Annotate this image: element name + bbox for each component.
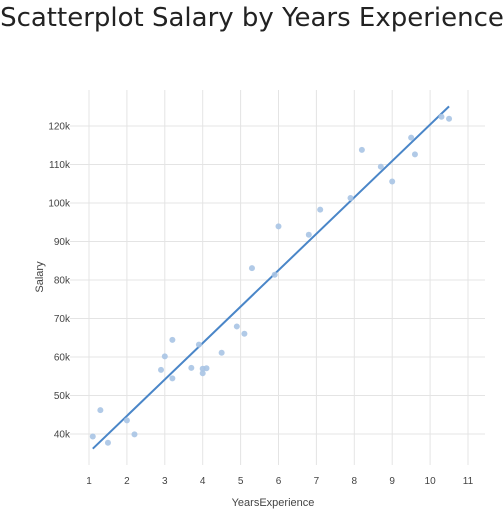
x-tick-label: 7 <box>314 476 320 487</box>
data-point <box>241 330 248 337</box>
data-point <box>271 271 278 278</box>
x-tick-label: 4 <box>200 476 206 487</box>
data-point <box>317 206 324 213</box>
y-tick-label: 50k <box>54 391 71 402</box>
data-point <box>347 194 354 201</box>
data-point <box>104 439 111 446</box>
data-point <box>358 146 365 153</box>
regression-line-layer <box>92 105 450 450</box>
data-point <box>97 407 104 414</box>
tick-labels: 1 2 3 4 5 6 7 8 9 10 11 40k 50k 60k 70k 80k 90k 100k 110k 1… <box>48 122 473 488</box>
data-point <box>248 265 255 272</box>
data-point <box>203 365 210 372</box>
y-tick-label: 70k <box>54 314 71 325</box>
data-point <box>161 353 168 360</box>
data-point <box>446 115 453 122</box>
data-point <box>89 433 96 440</box>
y-tick-label: 90k <box>54 237 71 248</box>
data-point <box>233 323 240 330</box>
y-axis-label: Salary <box>34 261 46 293</box>
regression-line <box>92 105 450 450</box>
data-point <box>195 341 202 348</box>
data-point <box>158 366 165 373</box>
data-point <box>411 151 418 158</box>
y-tick-label: 110k <box>49 160 71 171</box>
x-tick-label: 1 <box>86 476 92 487</box>
x-axis-label: YearsExperience <box>232 497 315 509</box>
data-point <box>377 163 384 170</box>
data-point <box>188 364 195 371</box>
y-tick-label: 80k <box>54 276 71 287</box>
data-point <box>199 370 206 377</box>
x-tick-label: 3 <box>162 476 168 487</box>
data-point <box>123 417 130 424</box>
y-tick-label: 40k <box>54 430 71 441</box>
data-point <box>131 431 138 438</box>
y-tick-label: 120k <box>48 122 71 133</box>
data-point <box>438 113 445 120</box>
data-point <box>169 336 176 343</box>
page-title: Scatterplot Salary by Years Experience <box>0 3 504 33</box>
x-tick-label: 8 <box>352 476 358 487</box>
data-point <box>169 375 176 382</box>
data-point <box>408 134 415 141</box>
data-point <box>305 231 312 238</box>
x-tick-label: 6 <box>276 476 282 487</box>
x-tick-label: 11 <box>463 476 474 487</box>
x-tick-label: 2 <box>124 476 130 487</box>
x-tick-label: 10 <box>425 476 437 487</box>
data-point <box>389 178 396 185</box>
x-tick-label: 9 <box>389 476 395 487</box>
x-tick-label: 5 <box>238 476 244 487</box>
data-point <box>275 223 282 230</box>
grid-lines <box>70 90 485 465</box>
y-tick-label: 100k <box>48 199 71 210</box>
y-tick-label: 60k <box>54 353 71 364</box>
data-point <box>218 349 225 356</box>
data-points <box>89 113 453 446</box>
